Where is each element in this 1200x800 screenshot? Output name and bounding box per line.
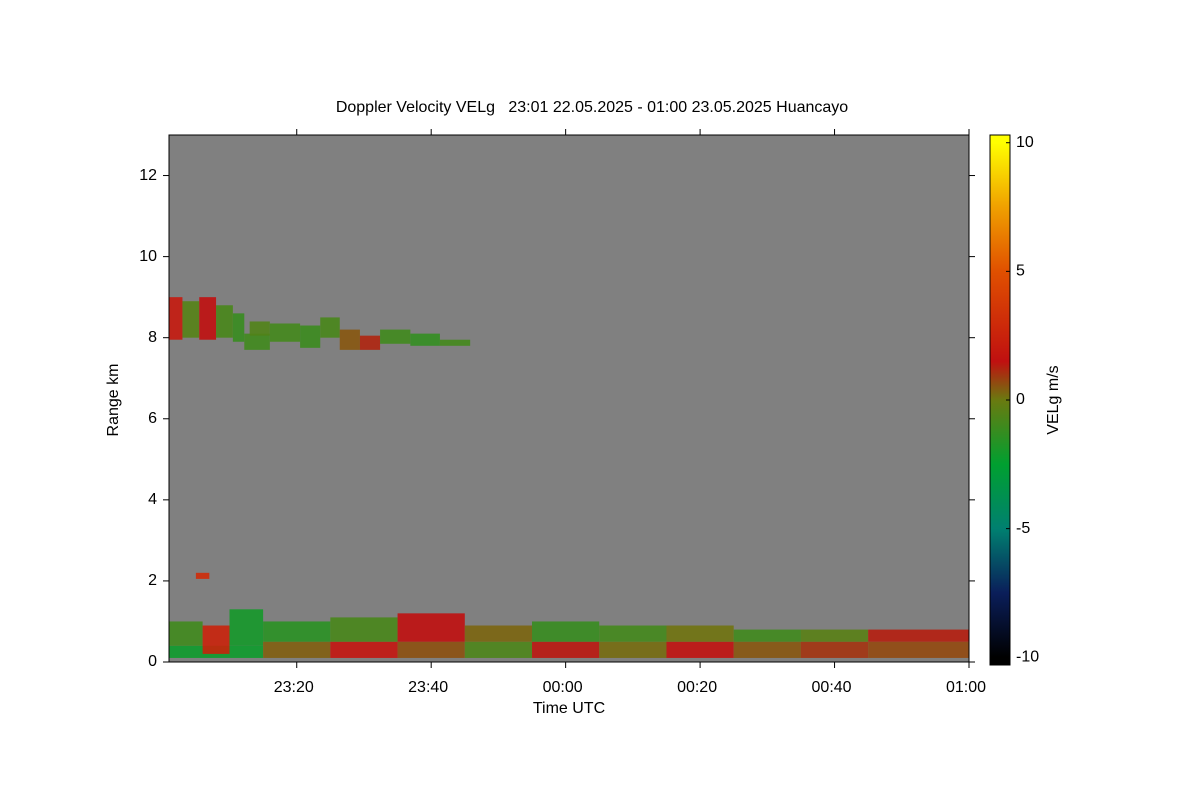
echo-cell	[300, 325, 321, 348]
y-tick-label: 10	[139, 248, 157, 265]
echo-cell	[182, 301, 200, 338]
echo-cell	[397, 613, 465, 642]
echo-cell	[868, 629, 969, 642]
echo-cell	[169, 297, 183, 340]
echo-cell	[195, 572, 210, 579]
echo-cell	[320, 317, 340, 338]
echo-cell	[666, 625, 734, 642]
y-tick-label: 6	[148, 410, 157, 427]
x-tick-label: 01:00	[946, 679, 986, 696]
echo-cell	[410, 333, 440, 346]
echo-cell	[464, 641, 533, 658]
chart-title: Doppler Velocity VELg 23:01 22.05.2025 -…	[336, 99, 848, 116]
echo-cell	[232, 313, 245, 342]
echo-cell	[868, 641, 969, 658]
echo-cell	[263, 641, 331, 658]
echo-cell	[199, 297, 217, 340]
echo-cell	[397, 641, 465, 658]
y-tick-label: 8	[148, 329, 157, 346]
echo-cell	[464, 625, 533, 642]
echo-cell	[359, 335, 381, 350]
echo-cell	[269, 323, 301, 342]
colorbar-tick-label: -10	[1016, 649, 1039, 666]
echo-cell	[666, 641, 734, 658]
echo-cell	[202, 625, 230, 654]
colorbar-label: VELg m/s	[1045, 365, 1062, 434]
y-tick-label: 12	[139, 167, 157, 184]
x-tick-label: 00:20	[677, 679, 717, 696]
colorbar-tick-label: 10	[1016, 134, 1034, 151]
y-tick-label: 2	[148, 572, 157, 589]
echo-cell	[800, 629, 869, 642]
echo-cell	[733, 629, 801, 642]
echo-cell	[532, 641, 600, 658]
echo-cell	[532, 621, 600, 642]
echo-cell	[380, 329, 411, 344]
echo-cell	[733, 641, 801, 658]
plot-frame	[168, 134, 970, 663]
echo-cell	[216, 305, 233, 338]
x-axis-label: Time UTC	[533, 700, 605, 717]
echo-cell	[229, 609, 264, 646]
echo-cell	[169, 621, 203, 646]
colorbar-tick-label: 5	[1016, 263, 1025, 280]
colorbar-tick-label: 0	[1016, 391, 1025, 408]
x-tick-label: 23:20	[274, 679, 314, 696]
echo-cell	[339, 329, 360, 350]
echo-cell	[800, 641, 869, 658]
echo-cell	[330, 641, 398, 658]
echo-cell	[599, 641, 667, 658]
echo-cell	[330, 617, 398, 642]
x-tick-label: 23:40	[408, 679, 448, 696]
y-tick-label: 4	[148, 491, 157, 508]
echo-cell	[599, 625, 667, 642]
plot-background	[169, 135, 969, 662]
echo-cell	[249, 321, 270, 336]
y-tick-label: 0	[148, 653, 157, 670]
colorbar-tick-label: -5	[1016, 520, 1030, 537]
y-axis-label: Range km	[105, 364, 122, 437]
x-tick-label: 00:40	[812, 679, 852, 696]
echo-cell	[439, 339, 471, 346]
x-tick-label: 00:00	[543, 679, 583, 696]
echo-cell	[263, 621, 331, 642]
echo-cell	[244, 333, 270, 350]
